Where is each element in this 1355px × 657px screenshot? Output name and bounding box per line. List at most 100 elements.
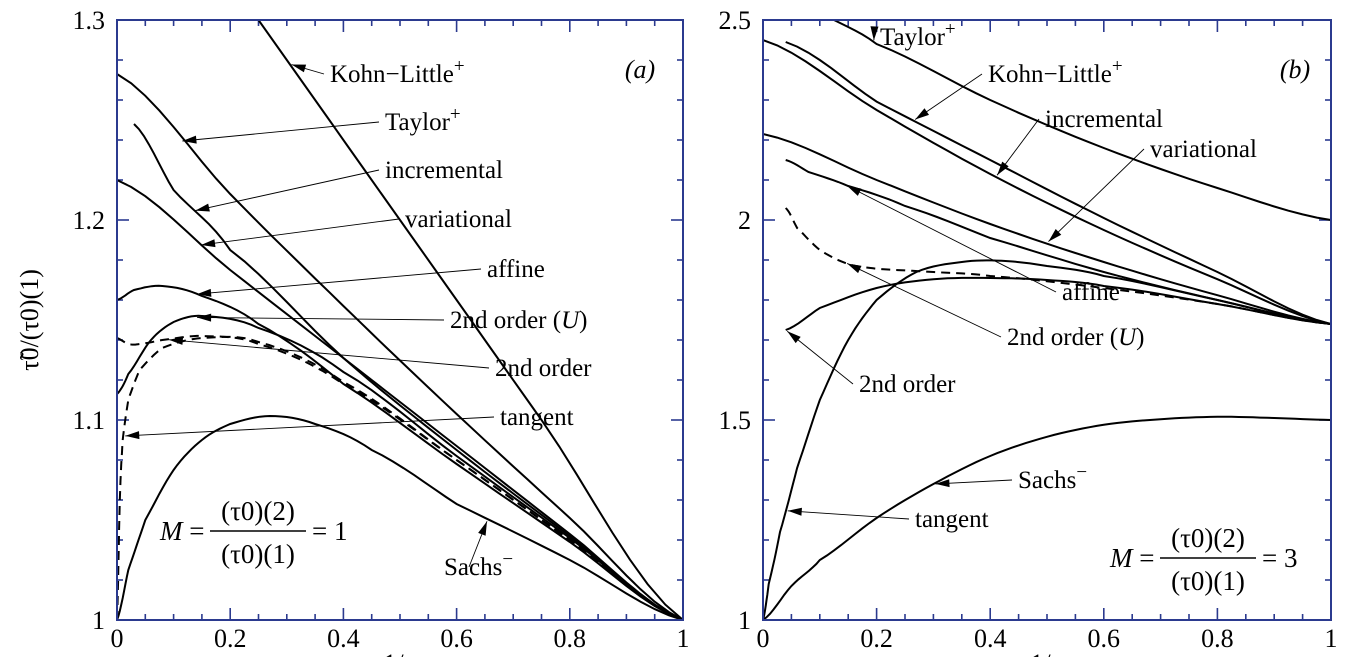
annotation-leader [197, 268, 482, 295]
series-line-sachs [763, 415, 1331, 620]
annotation-arrowhead [847, 263, 862, 274]
annotation-affine: affine [1062, 279, 1120, 306]
annotation-arrowhead [915, 108, 929, 120]
annotation-arrowhead [997, 161, 1009, 176]
series-line-variational [117, 179, 683, 620]
annotation-leader [168, 339, 490, 369]
panel-label: (b) [1280, 55, 1310, 84]
annotation-leader [846, 263, 1002, 338]
annotation-arrowhead [182, 135, 197, 144]
formula-numerator: (τ0)(2) [221, 496, 295, 526]
annotation-arrowhead [195, 203, 210, 212]
annotation-2nd-order: 2nd order [495, 355, 592, 382]
y-axis-title: τ̃0/(τ0)(1) [15, 269, 44, 371]
annotation-arrowhead [478, 521, 487, 536]
series-line-kohn-little [785, 41, 1331, 325]
plot-frame [762, 19, 1332, 621]
annotation-arrowhead [197, 288, 212, 297]
ratio-formula: M = (τ0)(2) (τ0)(1) = 1 [159, 496, 347, 569]
annotation-arrowhead [1048, 228, 1062, 242]
x-tick-label: 0.8 [1201, 624, 1234, 653]
formula-lhs: M = [159, 516, 204, 546]
annotation-leader [195, 169, 380, 212]
x-axis-title: 1/n [383, 649, 416, 657]
series-line-tangent [117, 335, 683, 620]
x-tick-label: 0.6 [1088, 624, 1121, 653]
x-tick-label: 1 [1325, 624, 1338, 653]
annotation-kohn-little: Kohn−Little+ [330, 56, 465, 88]
series-line-variational [763, 133, 1331, 325]
panel-a: 0 0.2 0.4 0.6 0.8 1 1 1.1 1.2 1.3 1/n (a) Kohn−Littl… [73, 6, 690, 657]
annotation-2nd-order-u: 2nd order (U) [450, 307, 587, 334]
annotation-arrowhead [125, 431, 140, 440]
plot-frame [116, 19, 684, 621]
annotation-leader [1048, 148, 1145, 242]
series-curves [117, 20, 683, 620]
annotation-taylor: Taylor+ [880, 19, 956, 51]
annotation-sachs: Sachs− [1018, 462, 1087, 494]
formula-denominator: (τ0)(1) [1171, 566, 1245, 596]
annotation-leader [846, 185, 1057, 293]
y-tick-label: 1.2 [73, 206, 106, 235]
formula-value: = 3 [1262, 543, 1297, 573]
y-tick-label: 2 [738, 206, 751, 235]
annotation-kohn-little: Kohn−Little+ [988, 56, 1123, 88]
y-tick-label: 1.3 [73, 6, 106, 35]
x-tick-label: 1 [677, 624, 690, 653]
annotation-incremental: incremental [385, 157, 503, 184]
x-tick-label: 0 [757, 624, 770, 653]
annotation-arrowhead [847, 185, 862, 196]
annotation-incremental: incremental [1045, 106, 1163, 133]
annotation-variational: variational [1150, 136, 1257, 163]
x-tick-label: 0.6 [440, 624, 473, 653]
series-line-affine [785, 159, 1331, 325]
x-tick-label: 0 [111, 624, 124, 653]
x-tick-label: 0.2 [214, 624, 247, 653]
annotation-leader [786, 330, 854, 385]
annotation-leader [182, 121, 380, 142]
formula-lhs: M = [1109, 543, 1154, 573]
x-axis-title: 1/n [1030, 649, 1063, 657]
series-line-incremental [763, 39, 1331, 325]
annotation-variational: variational [405, 206, 512, 233]
formula-denominator: (τ0)(1) [221, 539, 295, 569]
annotation-arrowhead [787, 507, 802, 516]
y-tick-label: 1 [738, 606, 751, 635]
series-line-2nd-order [117, 334, 683, 620]
annotation-arrowhead [197, 313, 212, 322]
annotation-arrowhead [870, 26, 879, 41]
x-tick-label: 0.2 [860, 624, 893, 653]
series-line-2nd-order [785, 276, 1331, 331]
formula-value: = 1 [312, 516, 347, 546]
panel-label: (a) [625, 55, 655, 84]
series-line-2nd-order-u [117, 314, 683, 620]
annotation-arrowhead [291, 64, 307, 73]
annotation-leader [787, 510, 910, 520]
annotation-leader [197, 317, 445, 321]
annotation-leader [125, 416, 495, 437]
y-tick-label: 1.1 [73, 406, 106, 435]
y-tick-label: 2.5 [719, 6, 752, 35]
panel-b: 0 0.2 0.4 0.6 0.8 1 1 1.5 2 2.5 1/n (b) Taylor+ Kohn−… [719, 6, 1338, 657]
y-tick-label: 1.5 [719, 406, 752, 435]
series-line-2nd-order-u [784, 207, 1331, 325]
series-line-kohn-little [257, 20, 683, 620]
annotation-affine: affine [487, 256, 545, 283]
y-tick-label: 1 [92, 606, 105, 635]
x-tick-label: 0.8 [554, 624, 587, 653]
annotation-taylor: Taylor+ [385, 104, 461, 136]
series-line-incremental [133, 123, 683, 620]
y-axis-title-text: τ̃0/(τ0)(1) [15, 269, 44, 371]
annotation-arrowhead [168, 336, 184, 345]
series-curves [763, 20, 1331, 620]
annotation-arrowhead [201, 239, 216, 248]
annotation-arrowhead [787, 331, 801, 344]
x-tick-label: 0.4 [327, 624, 360, 653]
series-line-taylor [831, 20, 1331, 221]
annotation-leader [200, 218, 400, 246]
series-line-sachs [117, 414, 683, 620]
x-tick-label: 0.4 [974, 624, 1007, 653]
annotation-tangent: tangent [915, 506, 989, 533]
annotation-arrowhead [935, 479, 950, 488]
